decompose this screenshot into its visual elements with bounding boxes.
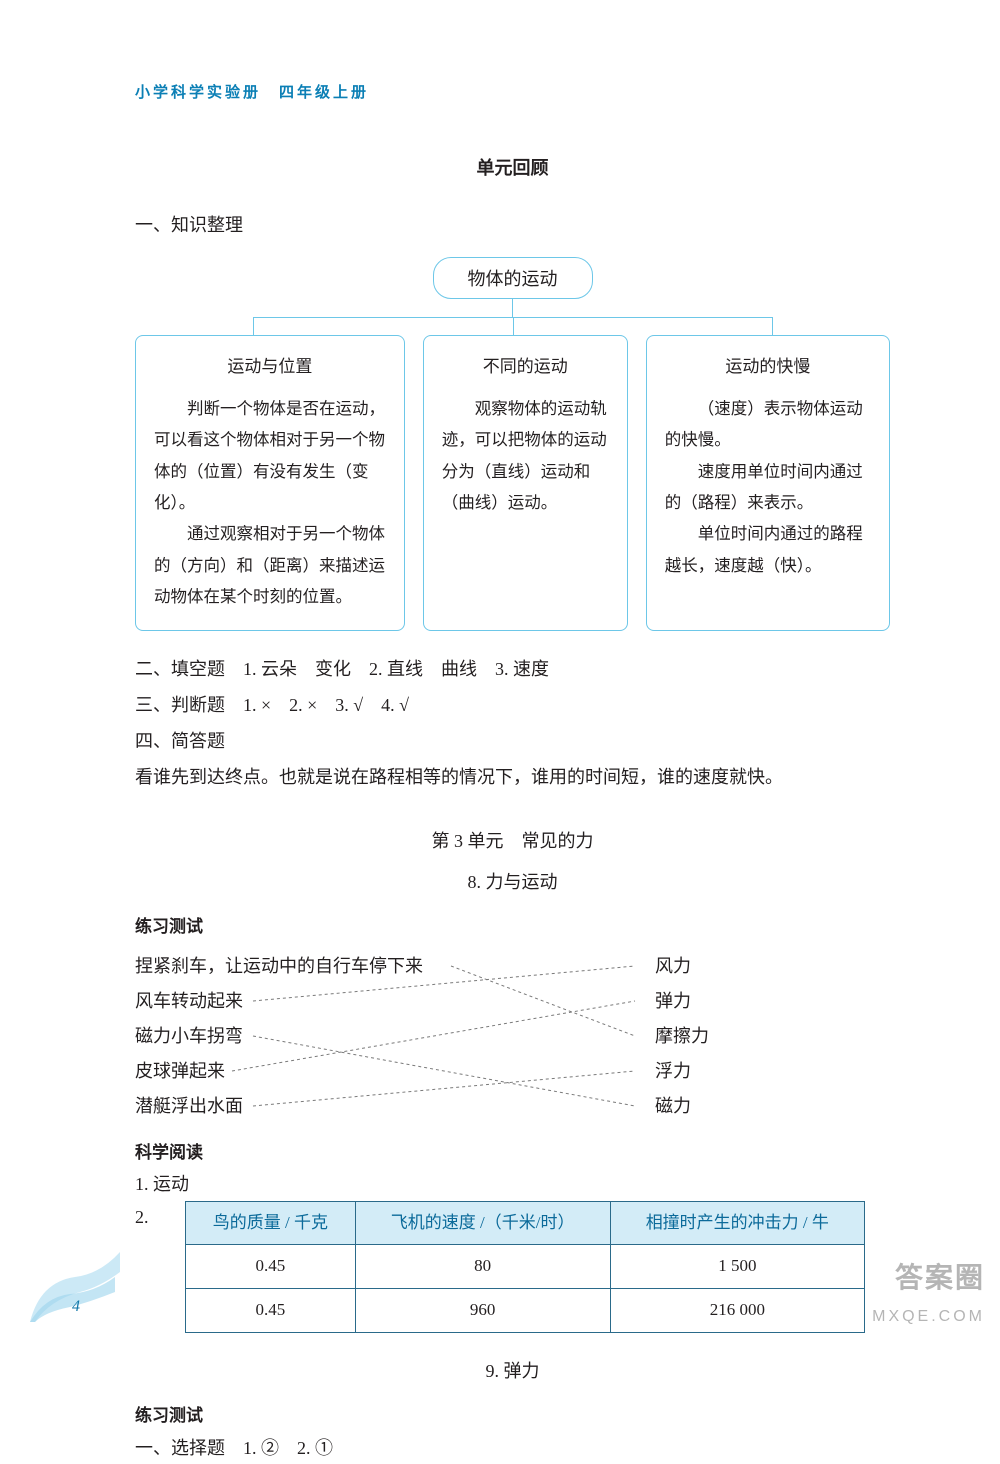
lesson-9-title: 9. 弹力	[135, 1355, 890, 1387]
matching-exercise: 捏紧刹车，让运动中的自行车停下来 风车转动起来 磁力小车拐弯 皮球弹起来 潜艇浮…	[135, 949, 725, 1124]
match-right-item: 弹力	[655, 984, 725, 1019]
match-right-item: 风力	[655, 949, 725, 984]
answer-line: 三、判断题 1. × 2. × 3. √ 4. √	[135, 687, 890, 723]
diagram-box-right: 运动的快慢 （速度）表示物体运动的快慢。 速度用单位时间内通过的（路程）来表示。…	[646, 335, 890, 632]
box-text: 通过观察相对于另一个物体的（方向）和（距离）来描述运动物体在某个时刻的位置。	[154, 518, 386, 612]
match-left-item: 磁力小车拐弯	[135, 1019, 445, 1054]
table-row: 0.45 960 216 000	[186, 1289, 865, 1333]
box-text: 判断一个物体是否在运动，可以看这个物体相对于另一个物体的（位置）有没有发生（变化…	[154, 393, 386, 518]
table-cell: 216 000	[610, 1289, 864, 1333]
reading-answer-1: 1. 运动	[135, 1168, 890, 1200]
table-cell: 0.45	[186, 1289, 356, 1333]
answer-line: 四、简答题	[135, 723, 890, 759]
watermark-line1: 答案圈	[872, 1253, 985, 1303]
match-left-item: 皮球弹起来	[135, 1054, 445, 1089]
concept-diagram: 物体的运动 运动与位置 判断一个物体是否在运动，可以看这个物体相对于另一个物体的…	[135, 257, 890, 632]
match-right-col: 风力 弹力 摩擦力 浮力 磁力	[655, 949, 725, 1124]
match-left-col: 捏紧刹车，让运动中的自行车停下来 风车转动起来 磁力小车拐弯 皮球弹起来 潜艇浮…	[135, 949, 445, 1124]
table-cell: 960	[355, 1289, 610, 1333]
table-number-label: 2.	[135, 1201, 160, 1333]
box-title: 不同的运动	[442, 351, 609, 383]
answer-line: 看谁先到达终点。也就是说在路程相等的情况下，谁用的时间短，谁的速度就快。	[135, 759, 890, 795]
answers-block: 二、填空题 1. 云朵 变化 2. 直线 曲线 3. 速度 三、判断题 1. ×…	[135, 651, 890, 795]
box-title: 运动与位置	[154, 351, 386, 383]
box-text: （速度）表示物体运动的快慢。	[665, 393, 871, 456]
impact-table: 鸟的质量 / 千克 飞机的速度 /（千米/时） 相撞时产生的冲击力 / 牛 0.…	[185, 1201, 865, 1333]
table-header: 飞机的速度 /（千米/时）	[355, 1201, 610, 1245]
unit3-title: 第 3 单元 常见的力	[135, 825, 890, 857]
lesson-8-title: 8. 力与运动	[135, 866, 890, 898]
choice-answers: 一、选择题 1. ② 2. ①	[135, 1432, 890, 1464]
box-text: 观察物体的运动轨迹，可以把物体的运动分为（直线）运动和（曲线）运动。	[442, 393, 609, 518]
table-cell: 80	[355, 1245, 610, 1289]
page-number: 4	[72, 1293, 80, 1322]
table-row: 0.45 80 1 500	[186, 1245, 865, 1289]
page-header: 小学科学实验册 四年级上册	[135, 80, 890, 107]
match-right-item: 摩擦力	[655, 1019, 725, 1054]
practice-label-2: 练习测试	[135, 1401, 890, 1432]
box-text: 单位时间内通过的路程越长，速度越（快）。	[665, 518, 871, 581]
match-left-item: 捏紧刹车，让运动中的自行车停下来	[135, 949, 445, 984]
diagram-top-node: 物体的运动	[433, 257, 593, 299]
unit-review-title: 单元回顾	[135, 152, 890, 184]
connector	[512, 299, 513, 317]
connector	[253, 317, 773, 318]
match-right-item: 磁力	[655, 1089, 725, 1124]
match-left-item: 风车转动起来	[135, 984, 445, 1019]
match-left-item: 潜艇浮出水面	[135, 1089, 445, 1124]
match-right-item: 浮力	[655, 1054, 725, 1089]
watermark: 答案圈 MXQE.COM	[872, 1253, 985, 1332]
reading-label: 科学阅读	[135, 1138, 890, 1169]
diagram-box-mid: 不同的运动 观察物体的运动轨迹，可以把物体的运动分为（直线）运动和（曲线）运动。	[423, 335, 628, 632]
table-header: 相撞时产生的冲击力 / 牛	[610, 1201, 864, 1245]
diagram-box-left: 运动与位置 判断一个物体是否在运动，可以看这个物体相对于另一个物体的（位置）有没…	[135, 335, 405, 632]
practice-label: 练习测试	[135, 912, 890, 943]
table-cell: 1 500	[610, 1245, 864, 1289]
box-text: 速度用单位时间内通过的（路程）来表示。	[665, 456, 871, 519]
watermark-line2: MXQE.COM	[872, 1303, 985, 1332]
section-1-label: 一、知识整理	[135, 209, 890, 241]
table-cell: 0.45	[186, 1245, 356, 1289]
table-header: 鸟的质量 / 千克	[186, 1201, 356, 1245]
box-title: 运动的快慢	[665, 351, 871, 383]
answer-line: 二、填空题 1. 云朵 变化 2. 直线 曲线 3. 速度	[135, 651, 890, 687]
